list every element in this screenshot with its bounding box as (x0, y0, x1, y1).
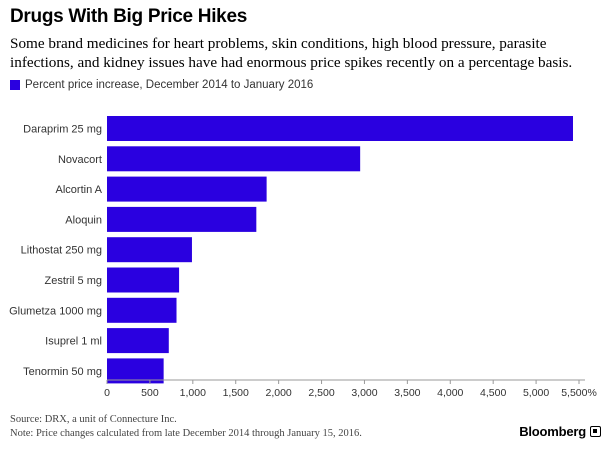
bar-tenormin-50-mg (107, 358, 164, 384)
brand-logo: Bloomberg (519, 424, 601, 439)
bar-glumetza-1000-mg (107, 297, 177, 323)
category-label: Alcortin A (56, 184, 103, 196)
x-tick-label: 3,500 (394, 387, 420, 399)
x-tick-label: 1,500 (223, 387, 249, 399)
method-note: Note: Price changes calculated from late… (10, 428, 362, 439)
bar-lithostat-250-mg (107, 237, 192, 263)
x-tick-label: 1,000 (180, 387, 206, 399)
brand-icon (590, 426, 601, 437)
bar-daraprim-25-mg (107, 116, 573, 141)
bar-novacort (107, 146, 361, 172)
category-label: Isuprel 1 ml (45, 336, 102, 348)
bar-aloquin (107, 206, 257, 232)
x-tick-label: 500 (141, 387, 159, 399)
x-tick-label: 5,500% (561, 387, 597, 399)
category-label: Daraprim 25 mg (23, 124, 102, 136)
x-tick-label: 5,000 (523, 387, 549, 399)
chart-title: Drugs With Big Price Hikes (10, 6, 247, 27)
legend: Percent price increase, December 2014 to… (10, 79, 313, 91)
x-tick-label: 0 (104, 387, 110, 399)
category-label: Zestril 5 mg (45, 275, 102, 287)
x-tick-label: 4,500 (480, 387, 506, 399)
category-label: Lithostat 250 mg (21, 245, 102, 257)
x-axis-ticks-group: 0 500 1,000 1,500 2,000 2,500 3,000 3,500 4,000 4… (104, 380, 597, 399)
category-label: Aloquin (65, 214, 102, 226)
bars-group (107, 116, 573, 384)
category-label: Novacort (58, 154, 102, 166)
category-labels-group: Daraprim 25 mg Novacort Alcortin A Aloquin L… (9, 124, 103, 378)
footer: Source: DRX, a unit of Connecture Inc. N… (10, 413, 362, 441)
brand-name: Bloomberg (519, 424, 586, 439)
bar-zestril-5-mg (107, 267, 180, 293)
bar-chart: Daraprim 25 mg Novacort Alcortin A Aloquin L… (9, 116, 597, 399)
x-tick-label: 3,000 (351, 387, 377, 399)
bar-alcortin-a (107, 176, 267, 202)
category-label: Tenormin 50 mg (23, 366, 102, 378)
x-tick-label: 4,000 (437, 387, 463, 399)
x-tick-label: 2,000 (265, 387, 291, 399)
category-label: Glumetza 1000 mg (9, 305, 102, 317)
x-tick-label: 2,500 (308, 387, 334, 399)
bar-isuprel-1-ml (107, 328, 169, 354)
legend-swatch (10, 80, 20, 90)
chart-subtitle: Some brand medicines for heart problems,… (10, 35, 573, 71)
source-note: Source: DRX, a unit of Connecture Inc. (10, 414, 177, 425)
legend-label: Percent price increase, December 2014 to… (25, 79, 314, 91)
